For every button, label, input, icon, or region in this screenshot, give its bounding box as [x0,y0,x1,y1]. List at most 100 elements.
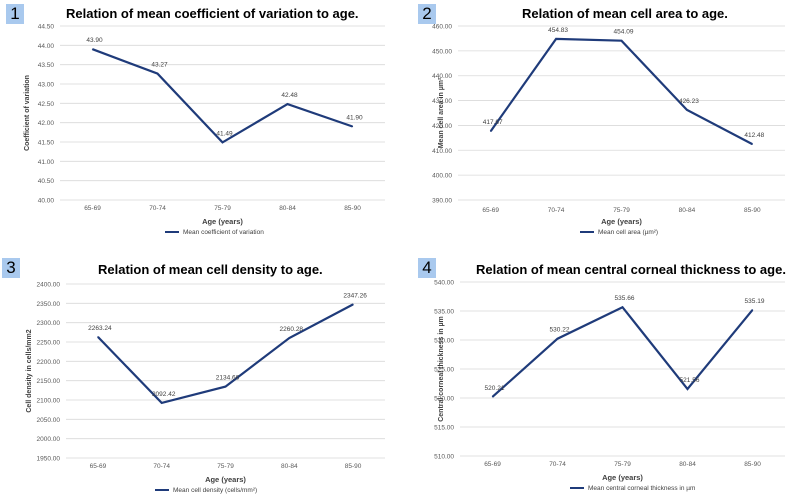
data-label: 454.83 [548,27,568,34]
data-point [491,396,494,398]
x-axis-label: Age (years) [205,475,246,484]
y-tick-label: 535.00 [434,309,454,316]
data-point [286,103,289,105]
y-tick-label: 40.00 [38,198,55,205]
panel-number-badge: 3 [2,258,20,278]
data-label: 2134.66 [216,375,240,382]
chart-title: Relation of mean coefficient of variatio… [66,6,359,21]
y-tick-label: 520.00 [434,396,454,403]
data-point [91,48,94,50]
y-tick-label: 2350.00 [37,301,61,308]
x-tick-label: 75-79 [613,207,630,214]
data-label: 530.22 [550,327,570,334]
y-tick-label: 41.00 [38,159,55,166]
y-tick-label: 515.00 [434,425,454,432]
line-chart: 1950.00 2000.00 2050.00 2100.00 2150.00 2200.… [26,282,385,494]
data-point [620,40,623,42]
data-point [555,38,557,40]
y-tick-label: 43.00 [38,82,55,89]
data-label: 2347.26 [343,292,367,299]
data-label: 412.48 [744,132,764,139]
y-tick-label: 420.00 [432,123,452,130]
y-tick-label: 430.00 [432,98,452,105]
y-tick-label: 2300.00 [37,320,61,327]
legend-label: Mean coefficient of variation [183,229,264,236]
data-label: 2260.28 [280,326,304,333]
data-point [156,72,159,75]
data-point [490,130,492,132]
y-tick-label: 42.00 [38,120,55,127]
series-line [491,305,754,398]
data-point [221,141,224,143]
x-tick-label: 85-90 [744,461,761,468]
x-tick-label: 65-69 [482,207,499,214]
data-label: 41.90 [346,115,363,122]
data-point [161,402,163,404]
data-label: 454.09 [614,29,634,36]
y-tick-label: 42.50 [38,101,55,108]
data-point [686,109,688,111]
data-label: 43.27 [151,62,168,69]
y-tick-label: 43.50 [38,62,55,69]
series-line [97,303,354,405]
legend-label: Mean central corneal thickness in µm [588,485,695,492]
x-tick-label: 70-74 [548,207,565,214]
x-tick-label: 85-90 [345,463,362,470]
data-point [621,306,624,308]
data-label: 520.21 [485,385,505,392]
line-chart: 510.00 515.00 520.00 525.00 530.00 535.00 540.… [434,280,785,492]
y-tick-label: 2250.00 [37,340,61,347]
x-tick-label: 80-84 [281,463,298,470]
x-tick-label: 65-69 [484,461,501,468]
x-tick-label: 65-69 [90,463,107,470]
y-tick-label: 390.00 [432,198,452,205]
legend-label: Mean cell density (cells/mm²) [173,487,257,494]
y-tick-label: 460.00 [432,24,452,31]
line-chart: 40.00 40.50 41.00 41.50 42.00 42.50 43.00 43.50… [24,24,385,236]
y-tick-label: 450.00 [432,48,452,55]
y-tick-label: 510.00 [434,454,454,461]
data-label: 426.23 [679,98,699,105]
chart-title: Relation of mean cell area to age. [522,6,728,21]
x-tick-label: 65-69 [84,205,101,212]
data-label: 42.48 [281,92,298,99]
data-label: 2263.24 [88,325,112,332]
x-tick-label: 75-79 [614,461,631,468]
legend-label: Mean cell area (µm²) [598,229,658,236]
series-line [92,48,353,144]
x-tick-label: 85-90 [344,205,361,212]
x-tick-label: 85-90 [744,207,761,214]
y-tick-label: 2150.00 [37,378,61,385]
data-point [556,338,559,340]
data-label: 41.49 [216,130,233,137]
data-point [224,385,227,388]
data-point [97,336,99,338]
y-tick-label: 40.50 [38,178,55,185]
data-label: 43.90 [86,37,103,44]
y-tick-label: 525.00 [434,367,454,374]
data-point [352,303,354,305]
y-tick-label: 410.00 [432,148,452,155]
x-axis-label: Age (years) [202,217,243,226]
x-tick-label: 80-84 [279,205,296,212]
x-tick-label: 80-84 [679,461,696,468]
x-tick-label: 70-74 [153,463,170,470]
data-label: 2092.42 [152,391,176,398]
x-tick-label: 75-79 [217,463,234,470]
y-axis-label: Coefficient of variation [24,75,31,151]
data-point [751,143,753,145]
data-label: 535.19 [745,298,765,305]
x-tick-label: 75-79 [214,205,231,212]
x-tick-label: 70-74 [549,461,566,468]
y-tick-label: 41.50 [38,140,55,147]
y-axis-label: Cell density in cells/mm2 [26,329,33,412]
y-tick-label: 2100.00 [37,398,61,405]
chart-panel-4: 4 Relation of mean central corneal thick… [400,248,800,496]
data-point [751,309,754,311]
chart-panel-1: 1 Relation of mean coefficient of variat… [0,0,400,248]
chart-title: Relation of mean cell density to age. [98,262,323,277]
y-tick-label: 44.50 [38,24,55,31]
y-axis-label: Central corneal thickness in µm [438,316,445,422]
data-point [351,125,354,128]
y-tick-label: 2200.00 [37,359,61,366]
